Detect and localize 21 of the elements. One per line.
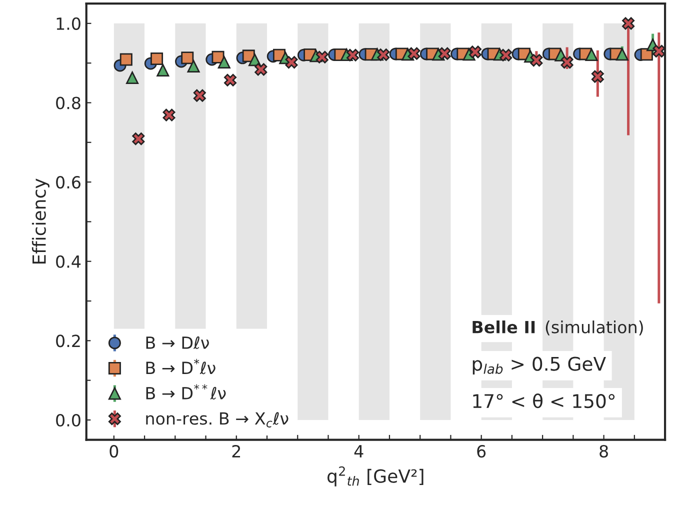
y-tick-label: 0.2 bbox=[56, 334, 80, 348]
x-tick-label: 2 bbox=[232, 444, 240, 458]
legend-label: B → D$^{**}$ℓν bbox=[146, 384, 226, 400]
y-tick-label: 1.0 bbox=[56, 17, 80, 30]
x-tick-label: 0 bbox=[110, 444, 118, 458]
annotation: Belle II bbox=[472, 320, 535, 334]
y-tick-label: 0.8 bbox=[56, 96, 80, 110]
y-tick-label: 0.6 bbox=[56, 176, 80, 189]
legend-label: B → Dℓν bbox=[146, 336, 209, 350]
x-axis-title: q$^{2}$$_{th}$ [GeV²] bbox=[327, 466, 424, 486]
x-tick-label: 6 bbox=[477, 444, 486, 458]
y-tick-label: 0.4 bbox=[56, 255, 81, 268]
x-tick-label: 8 bbox=[600, 444, 608, 458]
annotation: p$_{lab}$ > 0.5 GeV bbox=[472, 356, 606, 375]
annotation: 17° < θ < 150° bbox=[473, 394, 615, 408]
annotation: (simulation) bbox=[546, 320, 643, 336]
y-axis-title: Efficiency bbox=[32, 178, 50, 264]
x-tick-label: 4 bbox=[354, 445, 364, 458]
legend-label: non-res. B → X$_{c}$ℓν bbox=[146, 412, 288, 428]
y-tick-label: 0.0 bbox=[56, 414, 80, 427]
legend-label: B → D$^{*}$ℓν bbox=[146, 358, 216, 374]
